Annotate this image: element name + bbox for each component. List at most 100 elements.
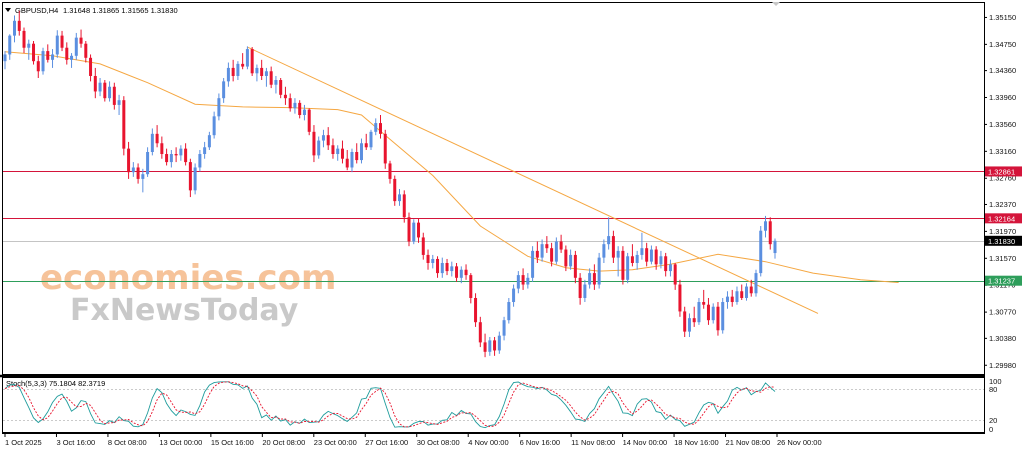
- candle: [592, 264, 596, 290]
- candle: [687, 313, 691, 337]
- triangle-down-icon: [772, 2, 780, 6]
- candle-body: [117, 100, 121, 105]
- candle: [103, 80, 107, 102]
- candle: [340, 140, 344, 164]
- candle: [369, 129, 373, 150]
- candle: [46, 44, 50, 63]
- candle-body: [331, 145, 335, 155]
- candle: [146, 147, 150, 177]
- candle-body: [321, 135, 325, 141]
- candle: [611, 230, 615, 263]
- candle-body: [711, 306, 715, 321]
- ohlc-readout: 1.31648 1.31865 1.31565 1.31830: [63, 6, 178, 15]
- candle-body: [236, 63, 240, 76]
- candle-body: [22, 30, 26, 48]
- candle: [250, 47, 254, 76]
- candle-body: [450, 266, 454, 272]
- candle-body: [697, 302, 701, 323]
- candle-body: [302, 109, 306, 115]
- candle-body: [274, 80, 278, 85]
- candle-body: [683, 311, 687, 332]
- trendline: [247, 46, 819, 314]
- candle: [51, 49, 55, 68]
- candle-body: [754, 273, 758, 294]
- price-tick-label: 1.30380: [989, 334, 1016, 343]
- candle-body: [531, 250, 535, 278]
- candle-body: [459, 269, 463, 278]
- candle: [706, 297, 710, 325]
- candle-body: [578, 277, 582, 298]
- candle: [744, 283, 748, 301]
- candle: [478, 316, 482, 348]
- candle: [298, 100, 302, 119]
- candle-body: [626, 256, 630, 280]
- candle: [426, 249, 430, 270]
- candle: [407, 212, 411, 247]
- candle-body: [436, 258, 440, 274]
- candle: [550, 242, 554, 267]
- candle-body: [312, 131, 316, 156]
- candle-body: [136, 167, 140, 179]
- candle: [668, 259, 672, 277]
- candle-body: [70, 55, 74, 60]
- candle: [293, 98, 297, 114]
- candle-body: [264, 71, 268, 76]
- candle: [112, 82, 116, 110]
- candle-body: [759, 230, 763, 274]
- candle-body: [744, 286, 748, 298]
- candle: [649, 245, 653, 265]
- candle: [573, 250, 577, 284]
- candle-body: [260, 67, 264, 76]
- candle-body: [41, 51, 45, 72]
- candle-body: [340, 148, 344, 159]
- time-tick-label: 18 Nov 16:00: [674, 438, 719, 447]
- candle: [84, 41, 88, 63]
- candle-body: [497, 335, 501, 351]
- candle-body: [222, 81, 226, 99]
- candle-body: [298, 102, 302, 115]
- symbol-timeframe: GBPUSD,H4: [15, 6, 58, 15]
- price-tag-label: 1.32164: [988, 214, 1015, 223]
- candle-body: [155, 133, 159, 144]
- candle-body: [141, 174, 145, 179]
- candle-body: [279, 80, 283, 95]
- candle: [521, 268, 525, 290]
- candle: [321, 129, 325, 148]
- candle: [740, 284, 744, 300]
- candle: [241, 53, 245, 70]
- candle-body: [169, 154, 173, 163]
- candle: [616, 246, 620, 277]
- candle: [193, 163, 197, 195]
- candle: [474, 293, 478, 327]
- price-tick-label: 1.34360: [989, 66, 1016, 75]
- candle-body: [535, 250, 539, 258]
- triangle-down-icon[interactable]: [5, 8, 11, 12]
- candle: [131, 162, 135, 177]
- candle: [217, 93, 221, 121]
- candle-body: [773, 240, 777, 254]
- time-tick-label: 14 Nov 00:00: [623, 438, 668, 447]
- candle-body: [569, 254, 573, 267]
- candle-body: [326, 135, 330, 146]
- time-tick-label: 30 Oct 08:00: [417, 438, 460, 447]
- candle: [155, 125, 159, 148]
- candle-body: [573, 254, 577, 278]
- price-tag: 1.31237: [985, 275, 1022, 286]
- candle: [378, 115, 382, 139]
- candle: [493, 337, 497, 356]
- candle-body: [355, 152, 359, 161]
- candle-body: [540, 244, 544, 258]
- price-tick-label: 1.31570: [989, 254, 1016, 263]
- candle-body: [207, 135, 211, 148]
- candle-body: [27, 43, 31, 48]
- candle: [678, 279, 682, 317]
- candle: [583, 279, 587, 303]
- candle-body: [383, 133, 387, 164]
- candle-body: [426, 254, 430, 263]
- candle-body: [398, 194, 402, 202]
- candle: [355, 143, 359, 164]
- candle: [98, 78, 102, 97]
- candle-body: [740, 291, 744, 298]
- candle-body: [602, 244, 606, 258]
